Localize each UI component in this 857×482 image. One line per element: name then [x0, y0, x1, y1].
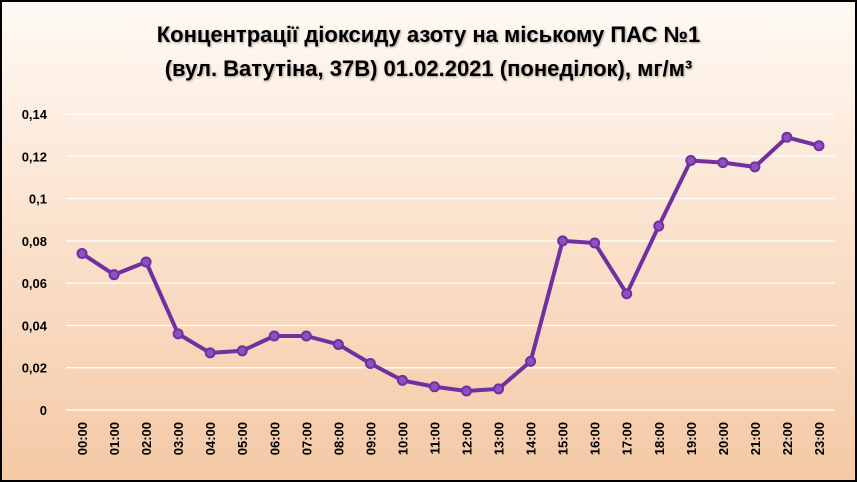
x-tick-label: 15:00: [556, 422, 571, 455]
data-point: [685, 155, 697, 167]
x-tick-label: 17:00: [620, 422, 635, 455]
y-tick-label: 0,04: [22, 318, 48, 333]
data-point: [140, 256, 152, 268]
data-point: [717, 157, 729, 169]
y-axis-ticks: 0 0,02 0,04 0,06 0,08 0,1 0,12 0,14: [22, 107, 48, 418]
x-tick-label: 16:00: [588, 422, 603, 455]
data-point: [781, 131, 793, 143]
x-tick-label: 20:00: [716, 422, 731, 455]
data-point: [557, 235, 569, 247]
data-point: [332, 338, 344, 350]
y-tick-label: 0,06: [22, 276, 47, 291]
x-axis-ticks: 00:00 01:00 02:00 03:00 04:00 05:00 06:00 07:00…: [75, 422, 827, 455]
data-point: [749, 161, 761, 173]
series-line: [80, 135, 820, 393]
x-tick-label: 04:00: [203, 422, 218, 455]
data-point: [653, 220, 665, 232]
data-point: [493, 383, 505, 395]
x-tick-label: 01:00: [107, 422, 122, 455]
data-point: [589, 237, 601, 249]
y-tick-label: 0,12: [22, 149, 47, 164]
chart-title: Концентрації діоксиду азоту на міському …: [0, 18, 857, 86]
x-tick-label: 18:00: [652, 422, 667, 455]
series-layer: [76, 131, 825, 397]
y-tick-label: 0,14: [22, 107, 48, 122]
y-tick-label: 0,1: [29, 192, 47, 207]
y-tick-label: 0,02: [22, 361, 47, 376]
data-point: [621, 288, 633, 300]
x-tick-label: 05:00: [235, 422, 250, 455]
data-point: [461, 385, 473, 397]
chart-title-line1: Концентрації діоксиду азоту на міському …: [156, 22, 701, 47]
x-tick-label: 08:00: [331, 422, 346, 455]
y-tick-label: 0: [40, 403, 47, 418]
x-tick-label: 21:00: [748, 422, 763, 455]
x-tick-label: 23:00: [812, 422, 827, 455]
x-tick-label: 12:00: [460, 422, 475, 455]
chart-title-line2: (вул. Ватутіна, 37В) 01.02.2021 (понеділ…: [164, 56, 693, 81]
data-point: [236, 345, 248, 357]
x-tick-label: 03:00: [171, 422, 186, 455]
data-point: [525, 355, 537, 367]
data-point: [268, 330, 280, 342]
x-tick-label: 10:00: [395, 422, 410, 455]
data-point: [108, 269, 120, 281]
x-tick-label: 06:00: [267, 422, 282, 455]
data-point: [300, 330, 312, 342]
x-tick-label: 00:00: [75, 422, 90, 455]
data-point: [396, 374, 408, 386]
data-point: [172, 328, 184, 340]
data-point: [428, 381, 440, 393]
data-point: [813, 140, 825, 152]
x-tick-label: 14:00: [524, 422, 539, 455]
x-tick-label: 02:00: [139, 422, 154, 455]
x-tick-label: 11:00: [427, 422, 442, 455]
x-tick-label: 07:00: [299, 422, 314, 455]
x-tick-label: 13:00: [492, 422, 507, 455]
grid-lines: [66, 113, 835, 411]
x-tick-label: 09:00: [363, 422, 378, 455]
data-point: [76, 248, 88, 260]
x-tick-label: 19:00: [684, 422, 699, 455]
data-point: [204, 347, 216, 359]
y-tick-label: 0,08: [22, 234, 47, 249]
x-tick-label: 22:00: [780, 422, 795, 455]
data-point: [364, 357, 376, 369]
